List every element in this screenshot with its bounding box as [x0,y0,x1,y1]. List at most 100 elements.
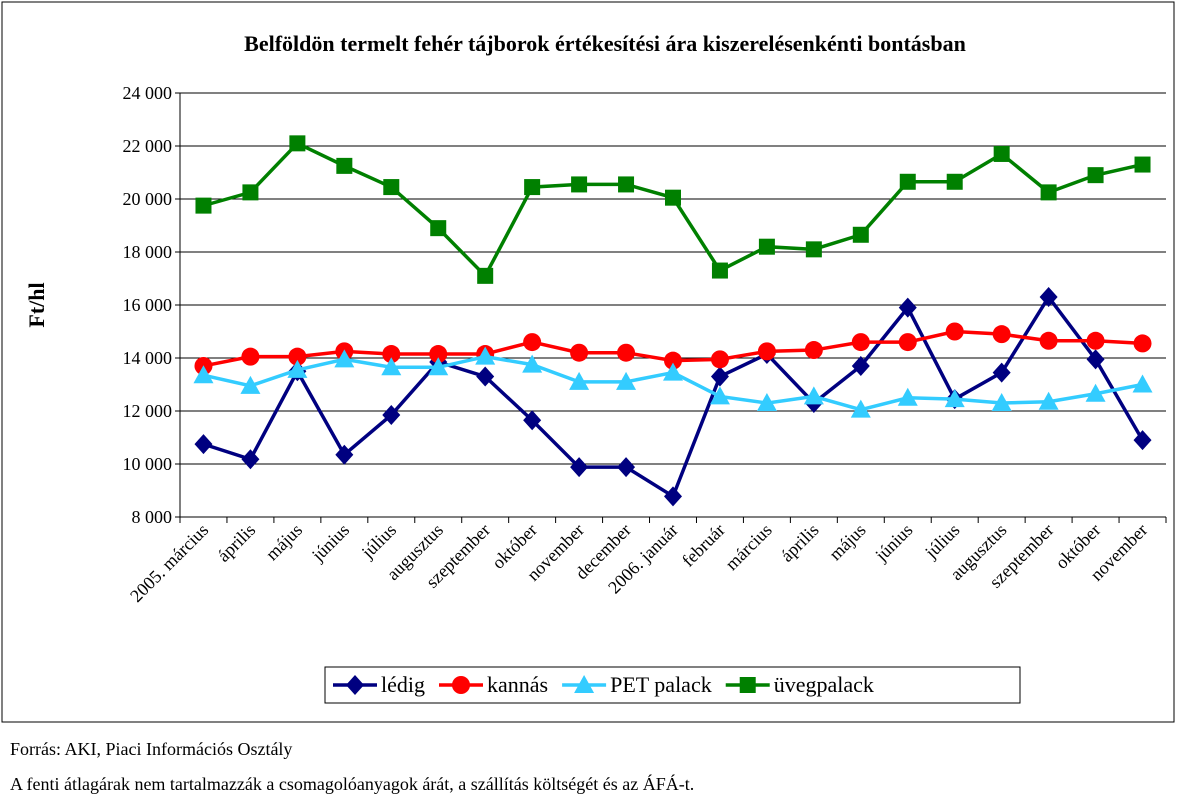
marker [242,184,259,201]
legend-label: kannás [487,672,548,697]
marker [664,486,682,507]
y-tick-label: 24 000 [123,83,173,103]
x-tick-label: június [307,520,353,566]
marker [383,179,400,196]
marker [193,365,214,384]
marker [852,226,869,243]
marker [804,341,823,360]
marker [1133,430,1152,451]
y-tick-label: 14 000 [123,348,173,368]
marker [616,371,637,390]
marker [899,173,916,190]
x-tick-label: február [678,520,729,571]
legend: lédig kannás PET palack üvegpalack [324,666,1021,704]
marker [851,355,870,376]
marker [898,333,917,352]
x-tick-label: július [357,520,400,563]
source: Forrás: AKI, Piaci Információs Osztály [10,739,292,759]
marker [665,189,681,206]
marker [1132,374,1153,393]
marker [709,386,730,405]
marker [758,238,775,255]
marker [618,176,635,193]
marker [476,366,495,387]
marker [991,393,1012,412]
marker [288,347,307,366]
marker [452,676,470,694]
y-tick-label: 22 000 [123,136,173,156]
marker [944,389,965,408]
y-axis-label: Ft/hl [24,282,49,327]
marker [429,345,448,364]
chart-title: Belföldön termelt fehér tájborok értékes… [244,31,966,56]
x-tick-label: május [262,520,307,565]
marker [617,343,636,362]
marker [993,145,1010,162]
marker [430,220,447,237]
marker [1087,167,1104,184]
marker [524,179,541,196]
marker [195,197,212,214]
marker [1040,184,1057,201]
marker [571,176,588,193]
note: A fenti átlagárak nem tartalmazzák a cso… [10,773,694,794]
y-tick-label: 10 000 [123,454,173,474]
marker [574,675,595,693]
marker [382,404,401,425]
marker [335,444,354,465]
y-tick-label: 12 000 [123,401,173,421]
marker [897,387,918,406]
marker [475,346,496,365]
marker [334,349,355,368]
legend-label: PET palack [610,672,712,697]
marker [710,350,729,369]
marker [289,135,306,152]
marker [346,675,364,695]
marker [992,362,1011,383]
marker [898,297,917,318]
x-tick-label: április [777,520,823,566]
marker [850,399,871,418]
marker [663,362,683,381]
x-tick-label: május [825,520,870,565]
marker [851,333,870,352]
x-tick-label: június [871,520,917,566]
marker [336,157,353,174]
legend-label: lédig [381,672,425,697]
marker [617,457,636,478]
marker [477,267,494,284]
y-tick-label: 20 000 [123,189,173,209]
marker [664,351,682,370]
y-tick-label: 8 000 [132,507,173,527]
marker [523,410,542,431]
marker [287,359,308,378]
marker [570,457,589,478]
marker [381,357,402,376]
marker [570,343,589,362]
marker [1039,287,1058,308]
marker [803,386,824,405]
y-tick-label: 16 000 [123,295,173,315]
marker [711,262,728,279]
marker [428,357,449,376]
marker [240,375,261,394]
marker [805,241,822,258]
marker [523,333,542,352]
marker [1085,383,1106,402]
marker [569,371,590,390]
x-tick-label: július [920,520,963,563]
marker [710,366,729,387]
marker [1086,331,1105,350]
marker [946,173,963,190]
marker [739,677,756,693]
marker [1133,334,1152,353]
chart-border [1,1,1175,723]
x-tick-label: március [721,520,775,574]
marker [1039,331,1058,350]
marker [194,434,213,455]
marker [1038,391,1059,410]
legend-label: üvegpalack [774,672,874,697]
marker [241,449,260,470]
marker [1086,349,1105,370]
